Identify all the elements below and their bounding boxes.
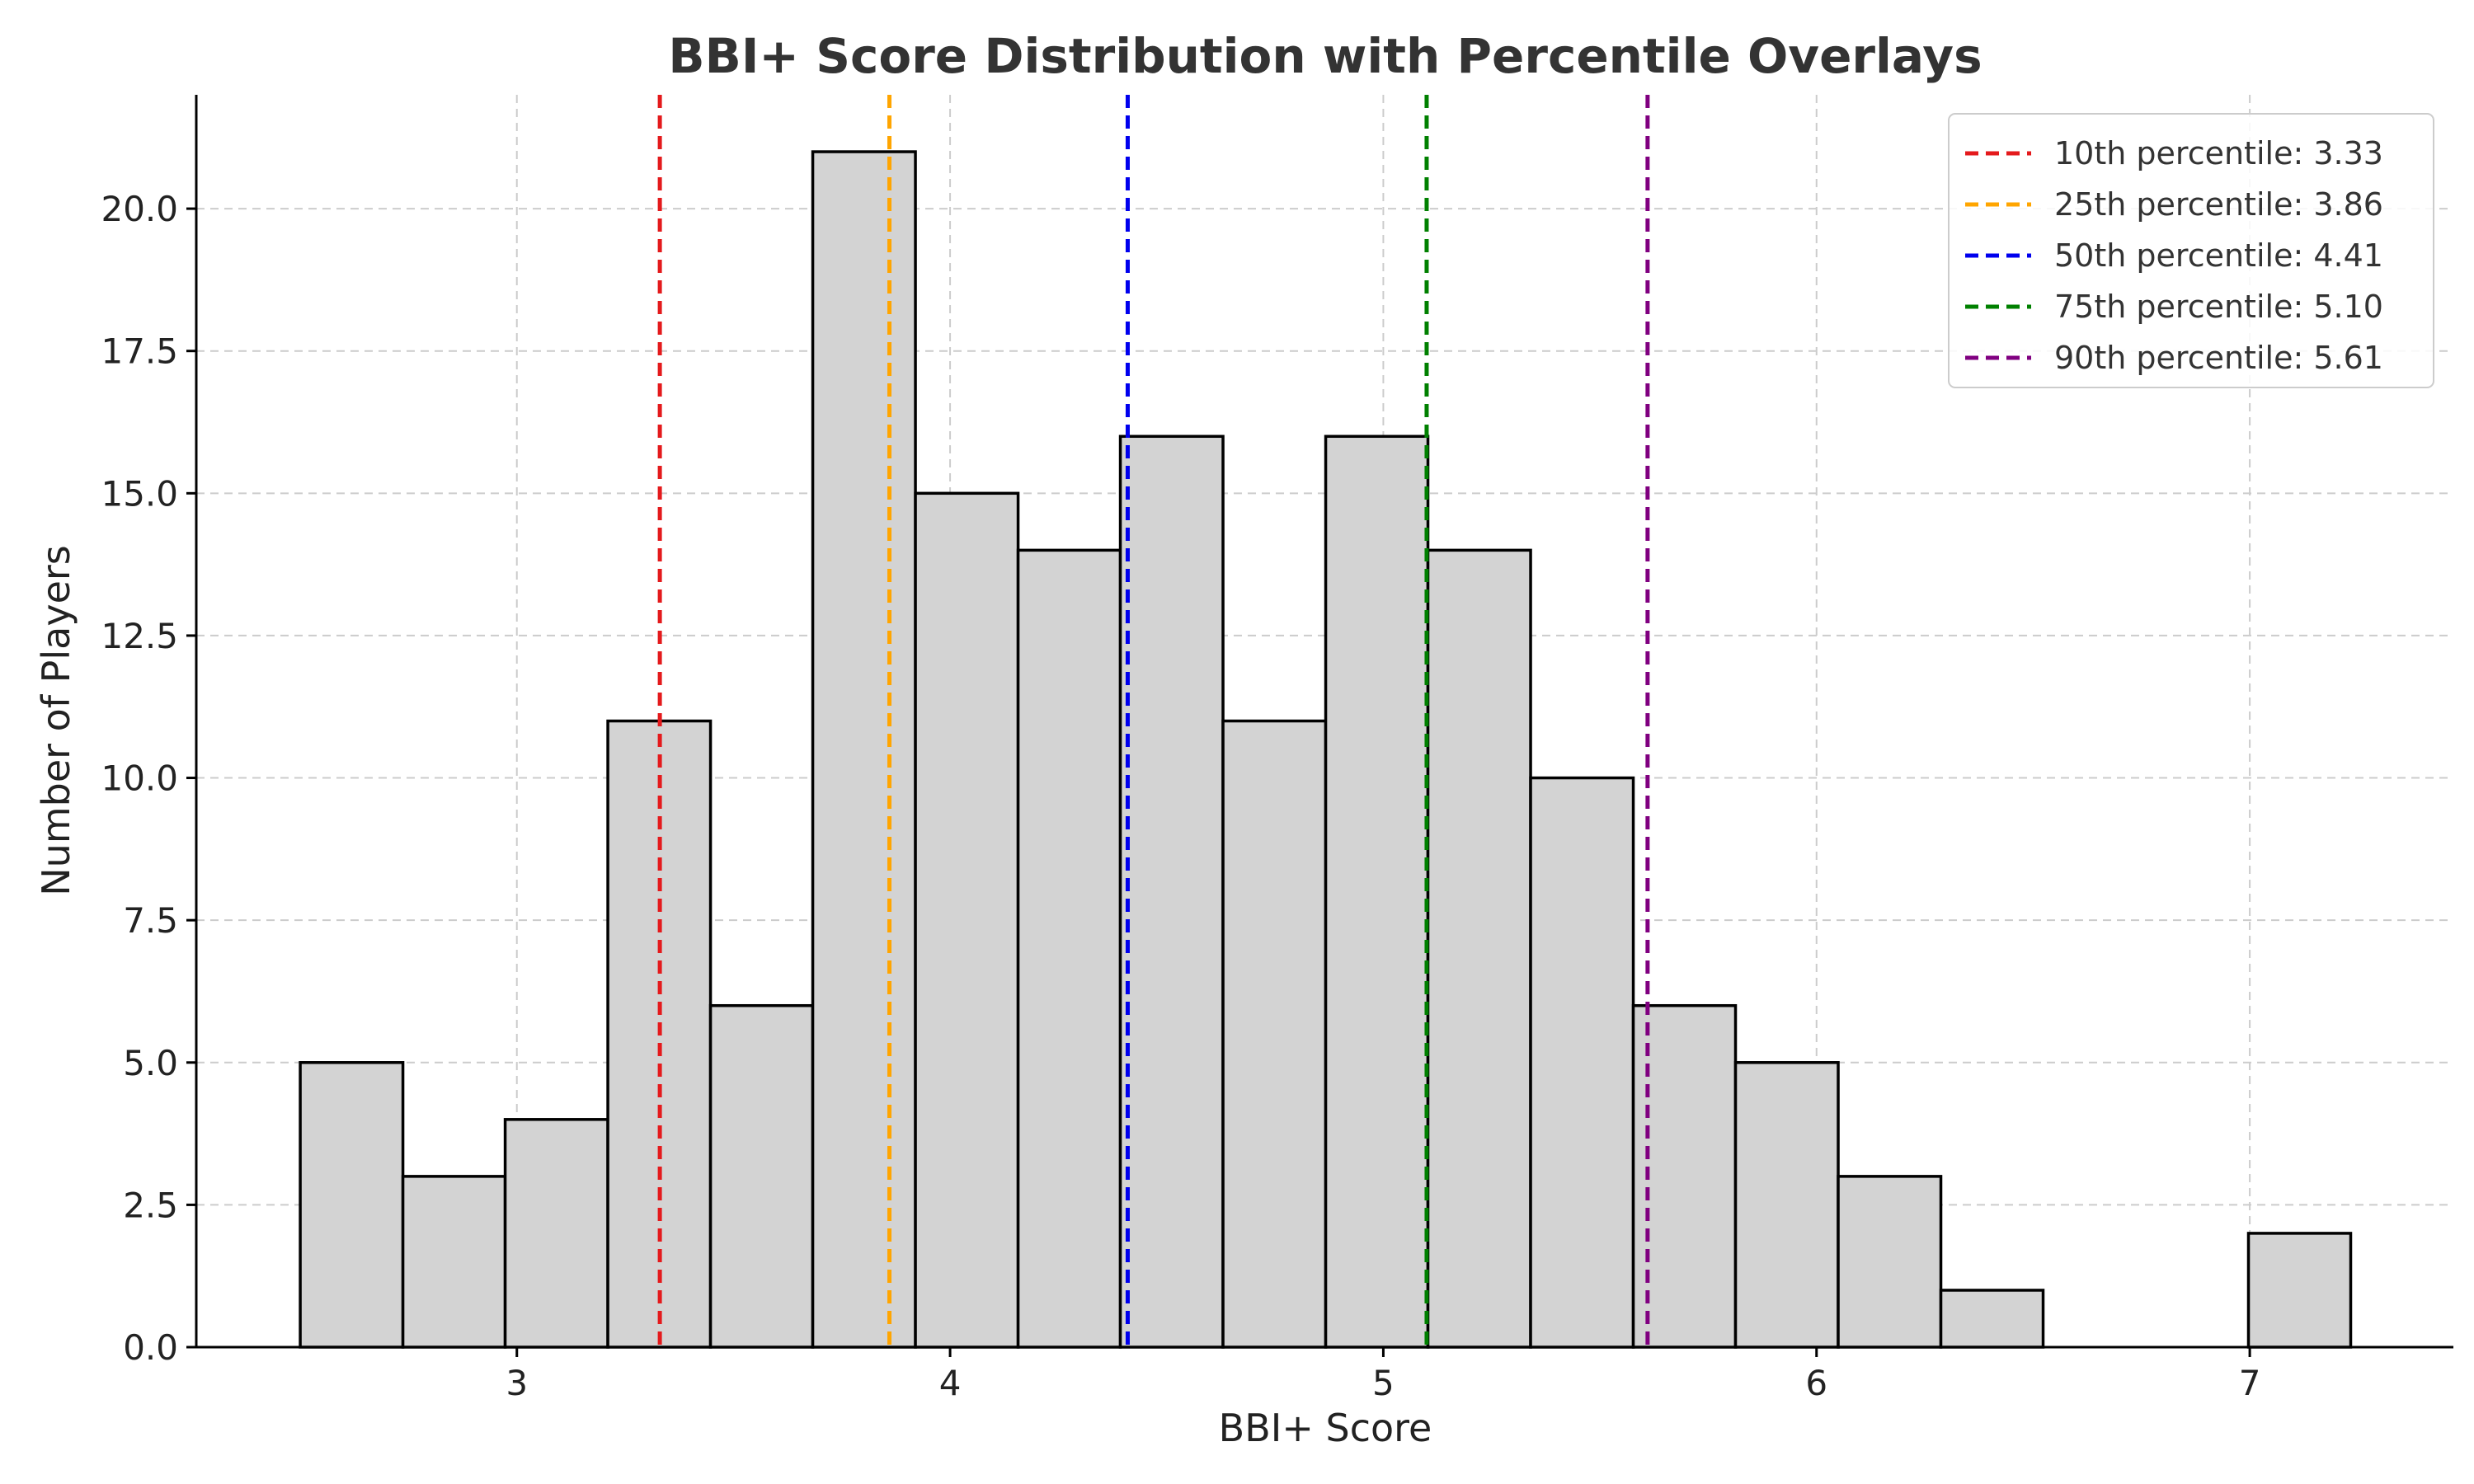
y-tick-label: 10.0	[101, 758, 178, 799]
y-tick-label: 15.0	[101, 473, 178, 514]
histogram-bar	[1016, 548, 1122, 1349]
histogram-bar	[401, 1175, 507, 1349]
y-tick-label: 5.0	[123, 1043, 178, 1083]
legend-label: 10th percentile: 3.33	[2054, 135, 2383, 171]
histogram-bar	[1529, 776, 1635, 1349]
histogram-bar	[914, 491, 1020, 1349]
histogram-bar	[811, 150, 917, 1349]
percentile-lines-layer	[657, 95, 1650, 1347]
x-tick-label: 4	[939, 1363, 962, 1403]
x-axis-label: BBI+ Score	[1219, 1406, 1432, 1450]
ticks-layer: 3 4 5 6 7 0.0 2.5 5.0 7.5 10.0 12.5 15.0 17.5 20.0	[101, 189, 2260, 1403]
histogram-bar	[1837, 1175, 1943, 1349]
histogram-bar	[503, 1118, 609, 1349]
chart-title: BBI+ Score Distribution with Percentile …	[668, 28, 1982, 84]
y-tick-label: 0.0	[123, 1327, 178, 1368]
histogram-bar	[1426, 548, 1532, 1349]
histogram-bar	[708, 1003, 815, 1349]
histogram-bar	[2246, 1232, 2353, 1349]
y-tick-label: 12.5	[101, 616, 178, 656]
legend-box	[1948, 113, 2434, 388]
histogram-bar	[1939, 1289, 2045, 1349]
x-tick-label: 6	[1805, 1363, 1827, 1403]
y-tick-label: 7.5	[123, 900, 178, 941]
bars-layer	[299, 150, 2353, 1349]
legend: 10th percentile: 3.33 25th percentile: 3.…	[1948, 113, 2434, 388]
y-tick-label: 2.5	[123, 1185, 178, 1225]
legend-label: 25th percentile: 3.86	[2054, 186, 2383, 223]
x-tick-label: 3	[506, 1363, 528, 1403]
histogram-bar	[1118, 434, 1225, 1349]
x-tick-label: 7	[2239, 1363, 2261, 1403]
histogram-bar	[1733, 1061, 1840, 1349]
y-tick-label: 20.0	[101, 189, 178, 229]
y-tick-label: 17.5	[101, 331, 178, 372]
x-tick-label: 5	[1372, 1363, 1395, 1403]
histogram-bar	[1324, 434, 1430, 1349]
legend-label: 75th percentile: 5.10	[2054, 289, 2383, 325]
y-axis-label: Number of Players	[34, 545, 78, 895]
legend-label: 50th percentile: 4.41	[2054, 237, 2383, 274]
legend-label: 90th percentile: 5.61	[2054, 340, 2383, 376]
histogram-bar	[1221, 719, 1328, 1349]
axes-layer	[195, 95, 2453, 1349]
histogram-bar	[299, 1061, 405, 1349]
